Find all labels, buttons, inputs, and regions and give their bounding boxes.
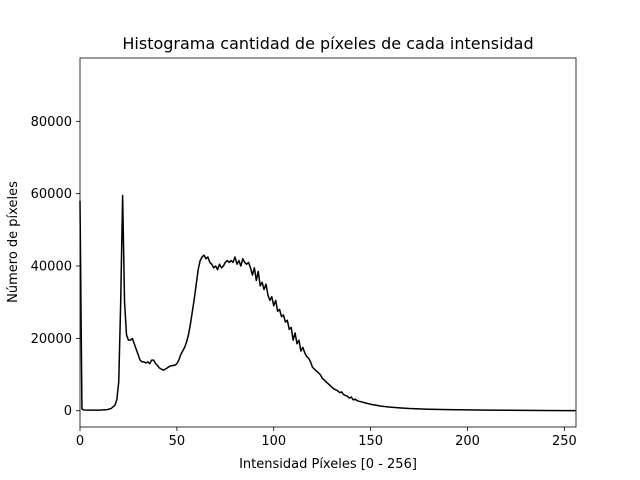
x-tick-label: 250 [552, 434, 577, 449]
x-tick-label: 200 [455, 434, 480, 449]
y-tick-label: 0 [64, 404, 72, 419]
axes-frame [79, 57, 577, 428]
series-line [79, 194, 577, 412]
x-tick-label: 0 [76, 434, 84, 449]
y-tick-label: 60000 [31, 187, 72, 202]
x-axis: 0 50 100 150 200 250 [76, 427, 577, 449]
plot-area [79, 194, 577, 412]
y-tick-label: 80000 [31, 115, 72, 130]
x-tick-label: 100 [261, 434, 286, 449]
y-tick-label: 20000 [31, 332, 72, 347]
x-tick-label: 50 [169, 434, 186, 449]
x-axis-title: Intensidad Píxeles [0 - 256] [239, 457, 417, 472]
chart-title: Histograma cantidad de píxeles de cada i… [122, 34, 533, 53]
y-tick-label: 40000 [31, 260, 72, 275]
y-axis: 0 20000 40000 60000 80000 [31, 115, 80, 419]
x-tick-label: 150 [358, 434, 383, 449]
y-axis-title: Número de píxeles [6, 181, 21, 303]
